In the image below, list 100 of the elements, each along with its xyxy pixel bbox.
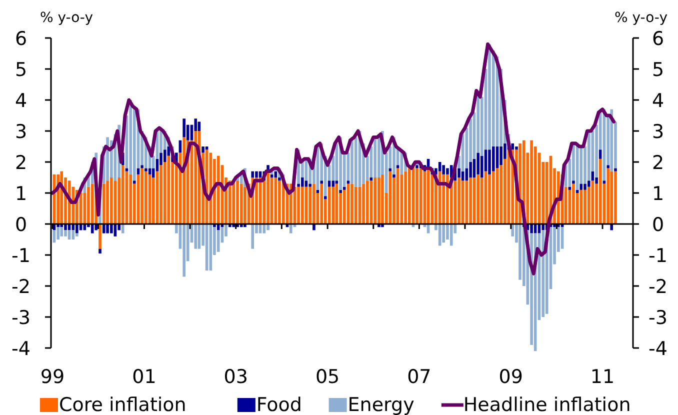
x-tick-label: 07 (407, 366, 432, 388)
y2-tick-label: -4 (648, 338, 668, 360)
bar (374, 137, 376, 178)
y2-tick-label: 6 (652, 28, 664, 50)
bar (144, 168, 148, 172)
bar (76, 224, 78, 234)
bar (278, 180, 281, 224)
bar (588, 180, 590, 187)
bar (419, 168, 422, 224)
bar (580, 184, 583, 190)
y2-tick-label: 2 (652, 152, 664, 174)
bar (500, 146, 502, 166)
bar (52, 230, 56, 243)
bar (606, 165, 610, 168)
y-tick-label: -3 (12, 307, 30, 329)
bar (469, 162, 472, 178)
bar (102, 184, 106, 224)
bar (255, 171, 258, 178)
y2-tick-label: 5 (652, 59, 664, 81)
bar (308, 186, 312, 224)
bar (76, 233, 78, 236)
y2-tick-label: 1 (652, 183, 664, 205)
bar (244, 186, 246, 224)
bar (90, 224, 94, 234)
bar (374, 178, 376, 224)
bar (388, 168, 392, 172)
bar (301, 186, 304, 224)
bar (194, 131, 198, 224)
bar (572, 180, 575, 184)
bar (140, 168, 144, 224)
bar (560, 227, 564, 249)
bar (576, 143, 579, 190)
bar (324, 196, 327, 200)
bar (381, 174, 384, 224)
y-tick-label: -1 (12, 245, 30, 267)
y2-tick-label: 0 (652, 214, 664, 236)
bar (182, 118, 186, 138)
bar (354, 186, 358, 224)
bar (530, 140, 533, 224)
bar (572, 184, 575, 224)
bar (606, 168, 610, 224)
bar (492, 171, 495, 224)
bar (404, 171, 407, 224)
bar (350, 184, 354, 224)
y2-tick-label: -3 (648, 307, 668, 329)
bar (515, 146, 518, 150)
bar (458, 178, 460, 224)
bar (110, 178, 113, 224)
bar (232, 180, 236, 224)
bar (304, 180, 308, 187)
bar (598, 150, 602, 159)
bar (163, 150, 166, 162)
bar (469, 178, 472, 224)
y-tick-label: 3 (14, 121, 28, 143)
bar (202, 146, 204, 153)
bar (446, 174, 449, 224)
bar (148, 168, 152, 174)
bar (266, 171, 270, 224)
bar (442, 174, 445, 224)
bar (106, 180, 109, 224)
bar (194, 224, 198, 249)
legend-label: Food (256, 394, 302, 415)
x-tick-label: 11 (590, 366, 615, 388)
bar (297, 186, 300, 224)
bar (160, 165, 162, 224)
bar (56, 227, 60, 240)
bar (216, 230, 220, 252)
bar (588, 131, 590, 181)
bar (167, 156, 170, 224)
x-tick-label: 01 (132, 366, 156, 388)
bar (60, 227, 64, 236)
x-tick-label: 99 (40, 366, 65, 388)
bar (392, 174, 396, 178)
bar (320, 184, 324, 224)
bar (262, 224, 266, 234)
bar (450, 224, 453, 246)
legend-label: Energy (348, 394, 414, 415)
bar (614, 168, 617, 172)
bar (255, 178, 258, 224)
bar (614, 171, 617, 224)
bar (332, 180, 335, 187)
legend-label: Headline inflation (463, 394, 631, 415)
bar (446, 168, 449, 174)
legend-label: Core inflation (59, 394, 186, 415)
bar (362, 184, 365, 224)
bar (125, 168, 128, 172)
bar (198, 122, 201, 131)
bar (102, 224, 106, 234)
bar (584, 184, 586, 190)
y2-tick-label: -2 (648, 276, 668, 298)
bar (240, 184, 243, 224)
bar (72, 230, 75, 240)
bar (140, 165, 144, 168)
y-tick-label: 5 (14, 59, 28, 81)
y-tick-label: 4 (14, 90, 28, 112)
bar (366, 180, 369, 224)
bar (136, 168, 140, 174)
bar (68, 230, 71, 240)
bar (339, 190, 342, 193)
bar (476, 152, 480, 174)
